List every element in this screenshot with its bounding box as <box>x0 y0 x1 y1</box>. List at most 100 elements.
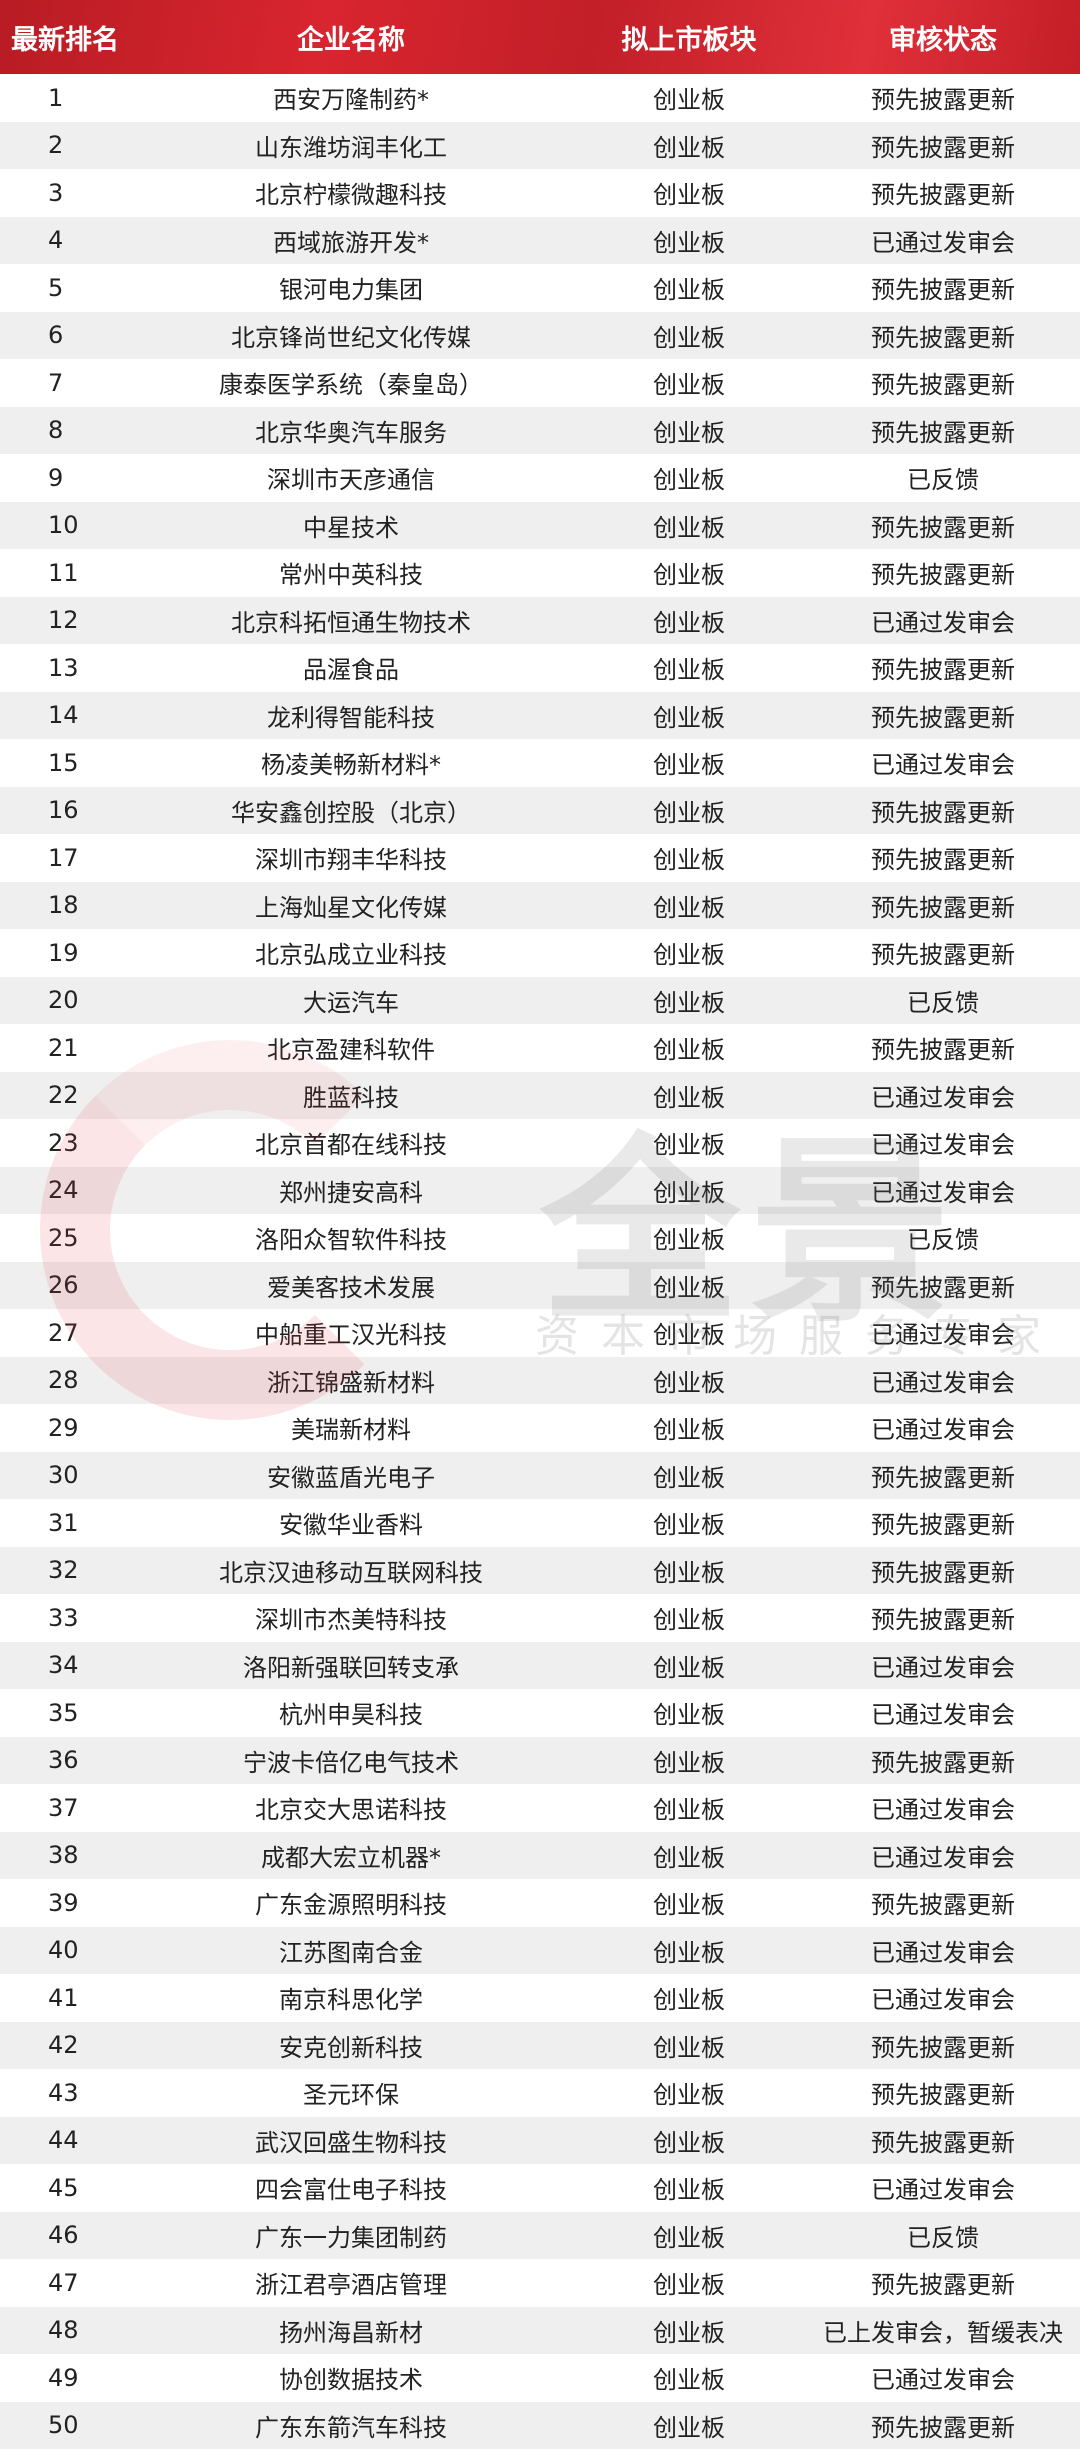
status-cell: 预先披露更新 <box>871 561 1015 590</box>
company-cell: 广东金源照明科技 <box>255 1891 447 1920</box>
rank-cell: 46 <box>48 2221 79 2250</box>
status-cell: 预先披露更新 <box>871 1036 1015 1065</box>
table-row: 30 安徽蓝盾光电子 创业板 预先披露更新 <box>0 1451 1080 1499</box>
rank-cell: 42 <box>48 2031 79 2060</box>
rank-cell: 14 <box>48 701 79 730</box>
company-cell: 协创数据技术 <box>279 2366 423 2395</box>
table-row: 1 西安万隆制药* 创业板 预先披露更新 <box>0 74 1080 122</box>
table-row: 42 安克创新科技 创业板 预先披露更新 <box>0 2021 1080 2069</box>
status-cell: 预先披露更新 <box>871 1891 1015 1920</box>
status-cell: 预先披露更新 <box>871 371 1015 400</box>
company-cell: 大运汽车 <box>303 988 399 1017</box>
board-cell: 创业板 <box>653 1843 725 1872</box>
rank-cell: 29 <box>48 1413 79 1442</box>
status-cell: 已通过发审会 <box>871 1178 1015 1207</box>
status-cell: 已通过发审会 <box>871 1131 1015 1160</box>
table-row: 23 北京首都在线科技 创业板 已通过发审会 <box>0 1119 1080 1167</box>
status-cell: 已通过发审会 <box>871 608 1015 637</box>
status-cell: 预先披露更新 <box>871 513 1015 542</box>
rank-cell: 24 <box>48 1176 79 1205</box>
status-cell: 已通过发审会 <box>871 1701 1015 1730</box>
rank-cell: 43 <box>48 2078 79 2107</box>
status-cell: 预先披露更新 <box>871 2128 1015 2157</box>
board-cell: 创业板 <box>653 1131 725 1160</box>
rank-cell: 31 <box>48 1508 79 1537</box>
board-cell: 创业板 <box>653 798 725 827</box>
header-status: 审核状态 <box>889 24 997 56</box>
company-cell: 银河电力集团 <box>279 276 423 305</box>
board-cell: 创业板 <box>653 276 725 305</box>
board-cell: 创业板 <box>653 2128 725 2157</box>
board-cell: 创业板 <box>653 1463 725 1492</box>
board-cell: 创业板 <box>653 2318 725 2347</box>
status-cell: 已通过发审会 <box>871 1321 1015 1350</box>
board-cell: 创业板 <box>653 1938 725 1967</box>
company-cell: 北京华奥汽车服务 <box>255 418 447 447</box>
board-cell: 创业板 <box>653 2223 725 2252</box>
board-cell: 创业板 <box>653 1226 725 1255</box>
board-cell: 创业板 <box>653 893 725 922</box>
company-cell: 龙利得智能科技 <box>267 703 435 732</box>
status-cell: 已通过发审会 <box>871 1416 1015 1445</box>
board-cell: 创业板 <box>653 1368 725 1397</box>
company-cell: 美瑞新材料 <box>291 1416 411 1445</box>
status-cell: 预先披露更新 <box>871 2081 1015 2110</box>
rank-cell: 15 <box>48 748 79 777</box>
table-body: 1 西安万隆制药* 创业板 预先披露更新 2 山东潍坊润丰化工 创业板 预先披露更新 3 北京柠檬… <box>0 74 1080 2449</box>
company-cell: 广东东箭汽车科技 <box>255 2413 447 2442</box>
status-cell: 预先披露更新 <box>871 1558 1015 1587</box>
rank-cell: 25 <box>48 1223 79 1252</box>
table-row: 12 北京科拓恒通生物技术 创业板 已通过发审会 <box>0 596 1080 644</box>
status-cell: 已上发审会，暂缓表决 <box>823 2318 1063 2347</box>
rank-cell: 30 <box>48 1461 79 1490</box>
board-cell: 创业板 <box>653 751 725 780</box>
status-cell: 预先披露更新 <box>871 656 1015 685</box>
rank-cell: 1 <box>48 83 64 112</box>
board-cell: 创业板 <box>653 988 725 1017</box>
company-cell: 胜蓝科技 <box>303 1083 399 1112</box>
board-cell: 创业板 <box>653 371 725 400</box>
table-row: 25 洛阳众智软件科技 创业板 已反馈 <box>0 1214 1080 1262</box>
table-row: 45 四会富仕电子科技 创业板 已通过发审会 <box>0 2164 1080 2212</box>
rank-cell: 6 <box>48 321 64 350</box>
company-cell: 浙江锦盛新材料 <box>267 1368 435 1397</box>
status-cell: 预先披露更新 <box>871 941 1015 970</box>
table-row: 35 杭州申昊科技 创业板 已通过发审会 <box>0 1689 1080 1737</box>
company-cell: 上海灿星文化传媒 <box>255 893 447 922</box>
status-cell: 已通过发审会 <box>871 1368 1015 1397</box>
rank-cell: 22 <box>48 1081 79 1110</box>
table-row: 19 北京弘成立业科技 创业板 预先披露更新 <box>0 929 1080 977</box>
table-row: 37 北京交大思诺科技 创业板 已通过发审会 <box>0 1784 1080 1832</box>
rank-cell: 3 <box>48 178 64 207</box>
board-cell: 创业板 <box>653 2413 725 2442</box>
board-cell: 创业板 <box>653 2366 725 2395</box>
board-cell: 创业板 <box>653 513 725 542</box>
rank-cell: 47 <box>48 2268 79 2297</box>
rank-cell: 49 <box>48 2363 79 2392</box>
table-row: 15 杨凌美畅新材料* 创业板 已通过发审会 <box>0 739 1080 787</box>
table-row: 33 深圳市杰美特科技 创业板 预先披露更新 <box>0 1594 1080 1642</box>
table-row: 16 华安鑫创控股（北京） 创业板 预先披露更新 <box>0 786 1080 834</box>
table-row: 40 江苏图南合金 创业板 已通过发审会 <box>0 1926 1080 1974</box>
company-cell: 北京首都在线科技 <box>255 1131 447 1160</box>
rank-cell: 41 <box>48 1983 79 2012</box>
table-row: 11 常州中英科技 创业板 预先披露更新 <box>0 549 1080 597</box>
table-row: 26 爱美客技术发展 创业板 预先披露更新 <box>0 1261 1080 1309</box>
status-cell: 预先披露更新 <box>871 323 1015 352</box>
board-cell: 创业板 <box>653 1558 725 1587</box>
status-cell: 预先披露更新 <box>871 893 1015 922</box>
table-row: 6 北京锋尚世纪文化传媒 创业板 预先披露更新 <box>0 311 1080 359</box>
table-row: 31 安徽华业香料 创业板 预先披露更新 <box>0 1499 1080 1547</box>
header-board: 拟上市板块 <box>621 24 757 56</box>
board-cell: 创业板 <box>653 608 725 637</box>
company-cell: 安克创新科技 <box>279 2033 423 2062</box>
status-cell: 预先披露更新 <box>871 1511 1015 1540</box>
rank-cell: 38 <box>48 1841 79 1870</box>
status-cell: 已通过发审会 <box>871 1986 1015 2015</box>
board-cell: 创业板 <box>653 941 725 970</box>
status-cell: 已通过发审会 <box>871 751 1015 780</box>
table-row: 8 北京华奥汽车服务 创业板 预先披露更新 <box>0 406 1080 454</box>
company-cell: 康泰医学系统（秦皇岛） <box>219 371 483 400</box>
rank-cell: 16 <box>48 796 79 825</box>
table-row: 10 中星技术 创业板 预先披露更新 <box>0 501 1080 549</box>
